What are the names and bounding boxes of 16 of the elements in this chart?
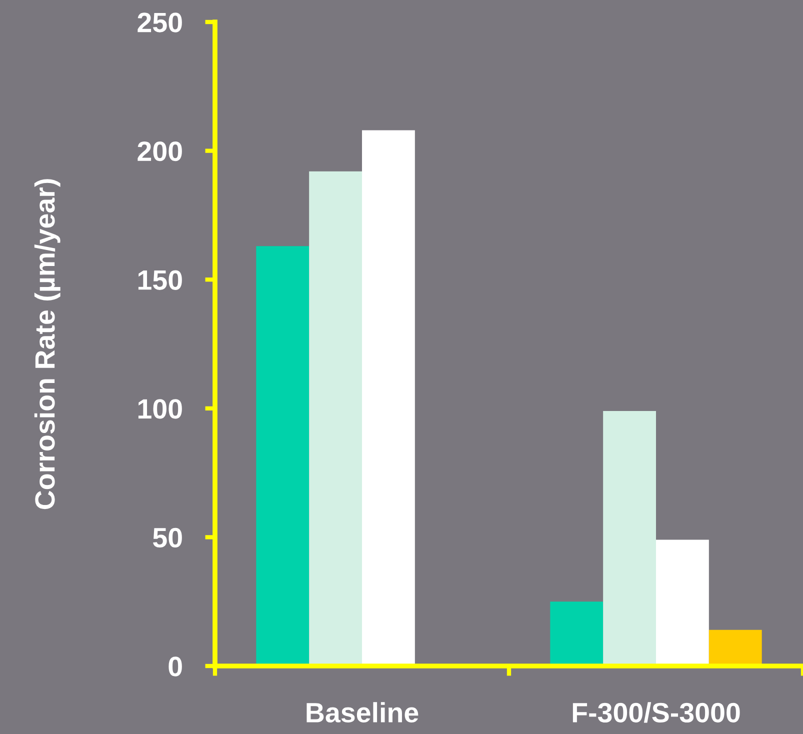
y-tick-label: 250 <box>138 12 182 32</box>
bar <box>656 540 709 666</box>
y-tick-label: 100 <box>138 399 182 419</box>
bar <box>309 171 362 666</box>
x-tick-label: Baseline <box>306 702 418 723</box>
y-tick-label: 200 <box>138 141 182 162</box>
bar <box>603 410 656 666</box>
bar <box>256 246 310 666</box>
y-tick-label: 0 <box>168 656 182 676</box>
y-axis-title: Corrosion Rate (µm/year) <box>34 179 60 510</box>
y-tick-label: 50 <box>153 528 182 548</box>
bar <box>708 630 762 666</box>
bar <box>362 130 415 666</box>
x-tick-label: F-300/S-3000 <box>572 702 740 723</box>
bar <box>550 602 604 666</box>
y-tick-label: 150 <box>138 270 182 290</box>
